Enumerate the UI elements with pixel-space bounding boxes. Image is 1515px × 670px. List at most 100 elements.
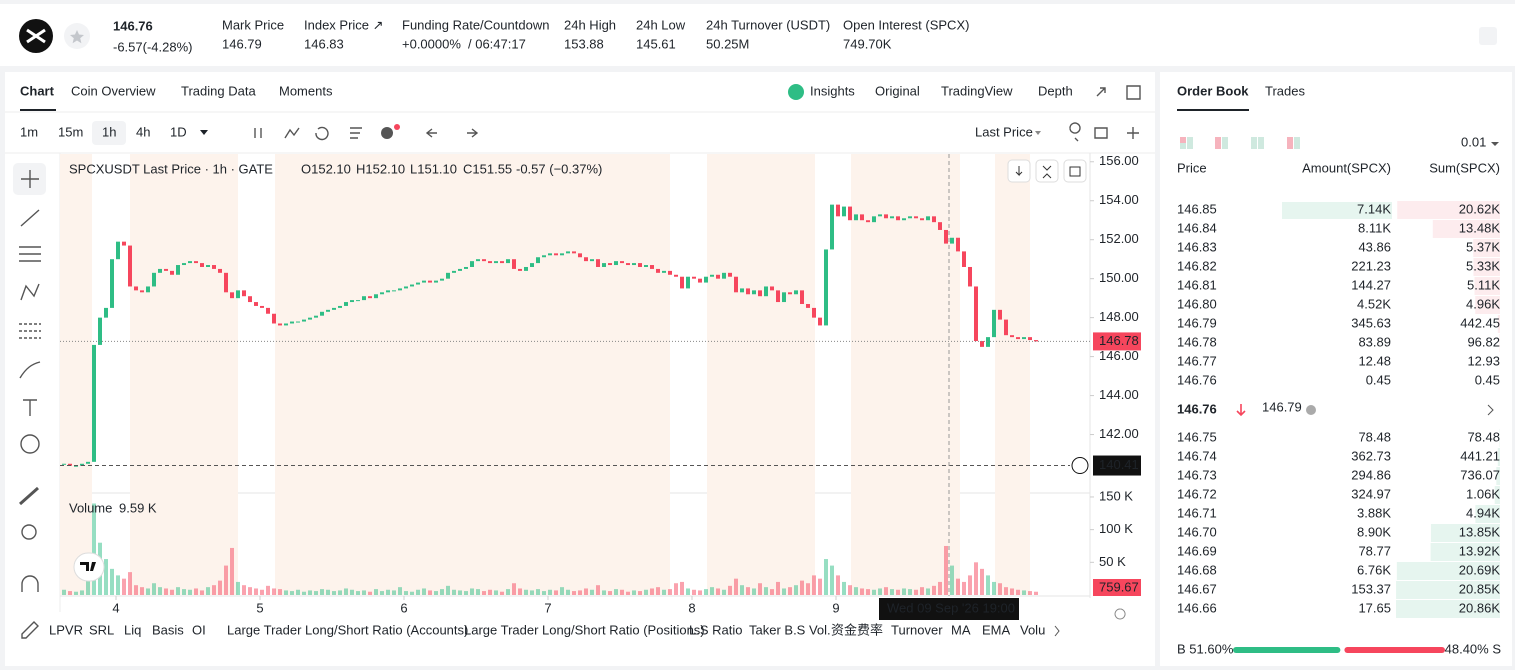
book-sum: 13.92K [1459, 543, 1501, 558]
book-sum: 13.48K [1459, 220, 1501, 235]
zoom-tool[interactable] [21, 524, 37, 540]
indicator[interactable]: Basis [152, 622, 184, 637]
volume-bar [812, 575, 816, 595]
indicator[interactable]: MA [951, 622, 971, 637]
candle-body [350, 300, 354, 303]
volume-bar [944, 545, 948, 595]
pattern-tool[interactable] [20, 283, 40, 301]
volume-bar [974, 562, 978, 595]
depth-bar [1497, 315, 1500, 333]
view-tab[interactable]: TradingView [941, 83, 1013, 98]
indicator[interactable]: Large Trader Long/Short Ratio (Accounts) [227, 622, 468, 637]
volume-bar [242, 585, 246, 595]
volume-bar [950, 565, 954, 595]
chart-tab[interactable]: Chart [20, 83, 55, 98]
book-sum: 5.33K [1466, 258, 1500, 273]
emoji-tool[interactable] [20, 434, 40, 454]
indicator[interactable]: Large Trader Long/Short Ratio (Positions… [464, 622, 705, 637]
book-amount: 4.52K [1357, 296, 1391, 311]
indicator[interactable]: 资金费率 [831, 622, 883, 637]
book-tab[interactable]: Order Book [1177, 83, 1249, 98]
fib-tool[interactable] [19, 323, 41, 339]
volume-bar [470, 588, 474, 595]
pencil-tool[interactable] [21, 621, 39, 639]
candle-body [260, 305, 264, 308]
candle-body [794, 290, 798, 295]
candle-body [716, 274, 720, 279]
book-tab[interactable]: Trades [1265, 83, 1305, 98]
menu-button[interactable] [1479, 27, 1497, 45]
last-price-box [1093, 332, 1141, 351]
brush-tool[interactable] [19, 361, 41, 379]
interval[interactable]: 4h [136, 124, 150, 139]
indicator[interactable]: OI [192, 622, 206, 637]
expand-arrow[interactable] [1487, 404, 1494, 416]
panel-icons[interactable] [1096, 85, 1141, 100]
volume-bar [518, 588, 522, 595]
book-amount: 153.37 [1351, 581, 1391, 596]
indicator[interactable]: Volu [1020, 622, 1045, 637]
volume-bar [182, 589, 186, 595]
candle-body [614, 261, 618, 266]
volume-bar [1028, 591, 1032, 595]
interval-dropdown[interactable] [200, 130, 208, 135]
candle-body [770, 286, 774, 291]
y-tick-label: 142.00 [1099, 426, 1139, 441]
indicators-more[interactable] [1054, 625, 1060, 637]
tick-dropdown[interactable] [1491, 142, 1499, 146]
book-sum: 442.45 [1460, 315, 1500, 330]
interval[interactable]: 1m [20, 124, 38, 139]
candle-body [812, 307, 816, 318]
legend-open: O152.10 [301, 161, 351, 176]
book-sum: 0.45 [1475, 372, 1500, 387]
book-amount: 83.89 [1358, 334, 1391, 349]
channel-tool[interactable] [19, 246, 41, 262]
indicator[interactable]: SRL [89, 622, 114, 637]
view-tab[interactable]: Depth [1038, 83, 1073, 98]
book-sum: 20.85K [1459, 581, 1501, 596]
candle-body [158, 268, 162, 273]
volume-bar [572, 591, 576, 595]
crosshair-tool[interactable] [21, 170, 39, 188]
volume-bar [794, 585, 798, 595]
volume-bar [236, 581, 240, 595]
interval[interactable]: 1h [102, 124, 116, 139]
candle-body [938, 222, 942, 230]
sell-ratio-bar [1344, 647, 1445, 653]
stat-value: +0.0000% [402, 36, 461, 51]
candle-body [254, 302, 258, 306]
price-type[interactable]: Last Price [975, 124, 1033, 139]
chart-tab[interactable]: Trading Data [181, 83, 256, 98]
indicator[interactable]: EMA [982, 622, 1011, 637]
crosshair-plus[interactable] [1071, 457, 1089, 475]
candle-body [986, 337, 990, 347]
settings-icon[interactable] [1114, 608, 1126, 620]
indicator-button[interactable] [381, 127, 393, 139]
chart-tab[interactable]: Moments [279, 83, 333, 98]
indicator[interactable]: LPVR [49, 622, 83, 637]
volume-bar [782, 588, 786, 595]
volume-bar [212, 585, 216, 595]
indicator[interactable]: L.S Ratio [689, 622, 742, 637]
interval[interactable]: 1D [170, 124, 187, 139]
line-tool[interactable] [20, 209, 40, 227]
chart-tab[interactable]: Coin Overview [71, 83, 156, 98]
ruler-tool[interactable] [19, 486, 39, 506]
reset-button[interactable] [1063, 159, 1087, 183]
candle-body [380, 292, 384, 295]
interval[interactable]: 15m [58, 124, 83, 139]
indicator[interactable]: Turnover [891, 622, 943, 637]
volume-bar [416, 589, 420, 595]
magnet-tool[interactable] [21, 575, 39, 592]
indicator[interactable]: Liq [124, 622, 141, 637]
volume-bar [158, 587, 162, 595]
candle-body [110, 259, 114, 308]
chart-controls [1007, 159, 1126, 620]
toolbar-icons[interactable] [254, 122, 1139, 142]
view-tab[interactable]: Original [875, 83, 920, 98]
volume-bar [542, 591, 546, 595]
collapse-button[interactable] [1035, 159, 1059, 183]
view-tab[interactable]: Insights [810, 83, 855, 98]
text-tool[interactable] [23, 399, 37, 416]
indicator[interactable]: Taker B.S Vol. [749, 622, 831, 637]
